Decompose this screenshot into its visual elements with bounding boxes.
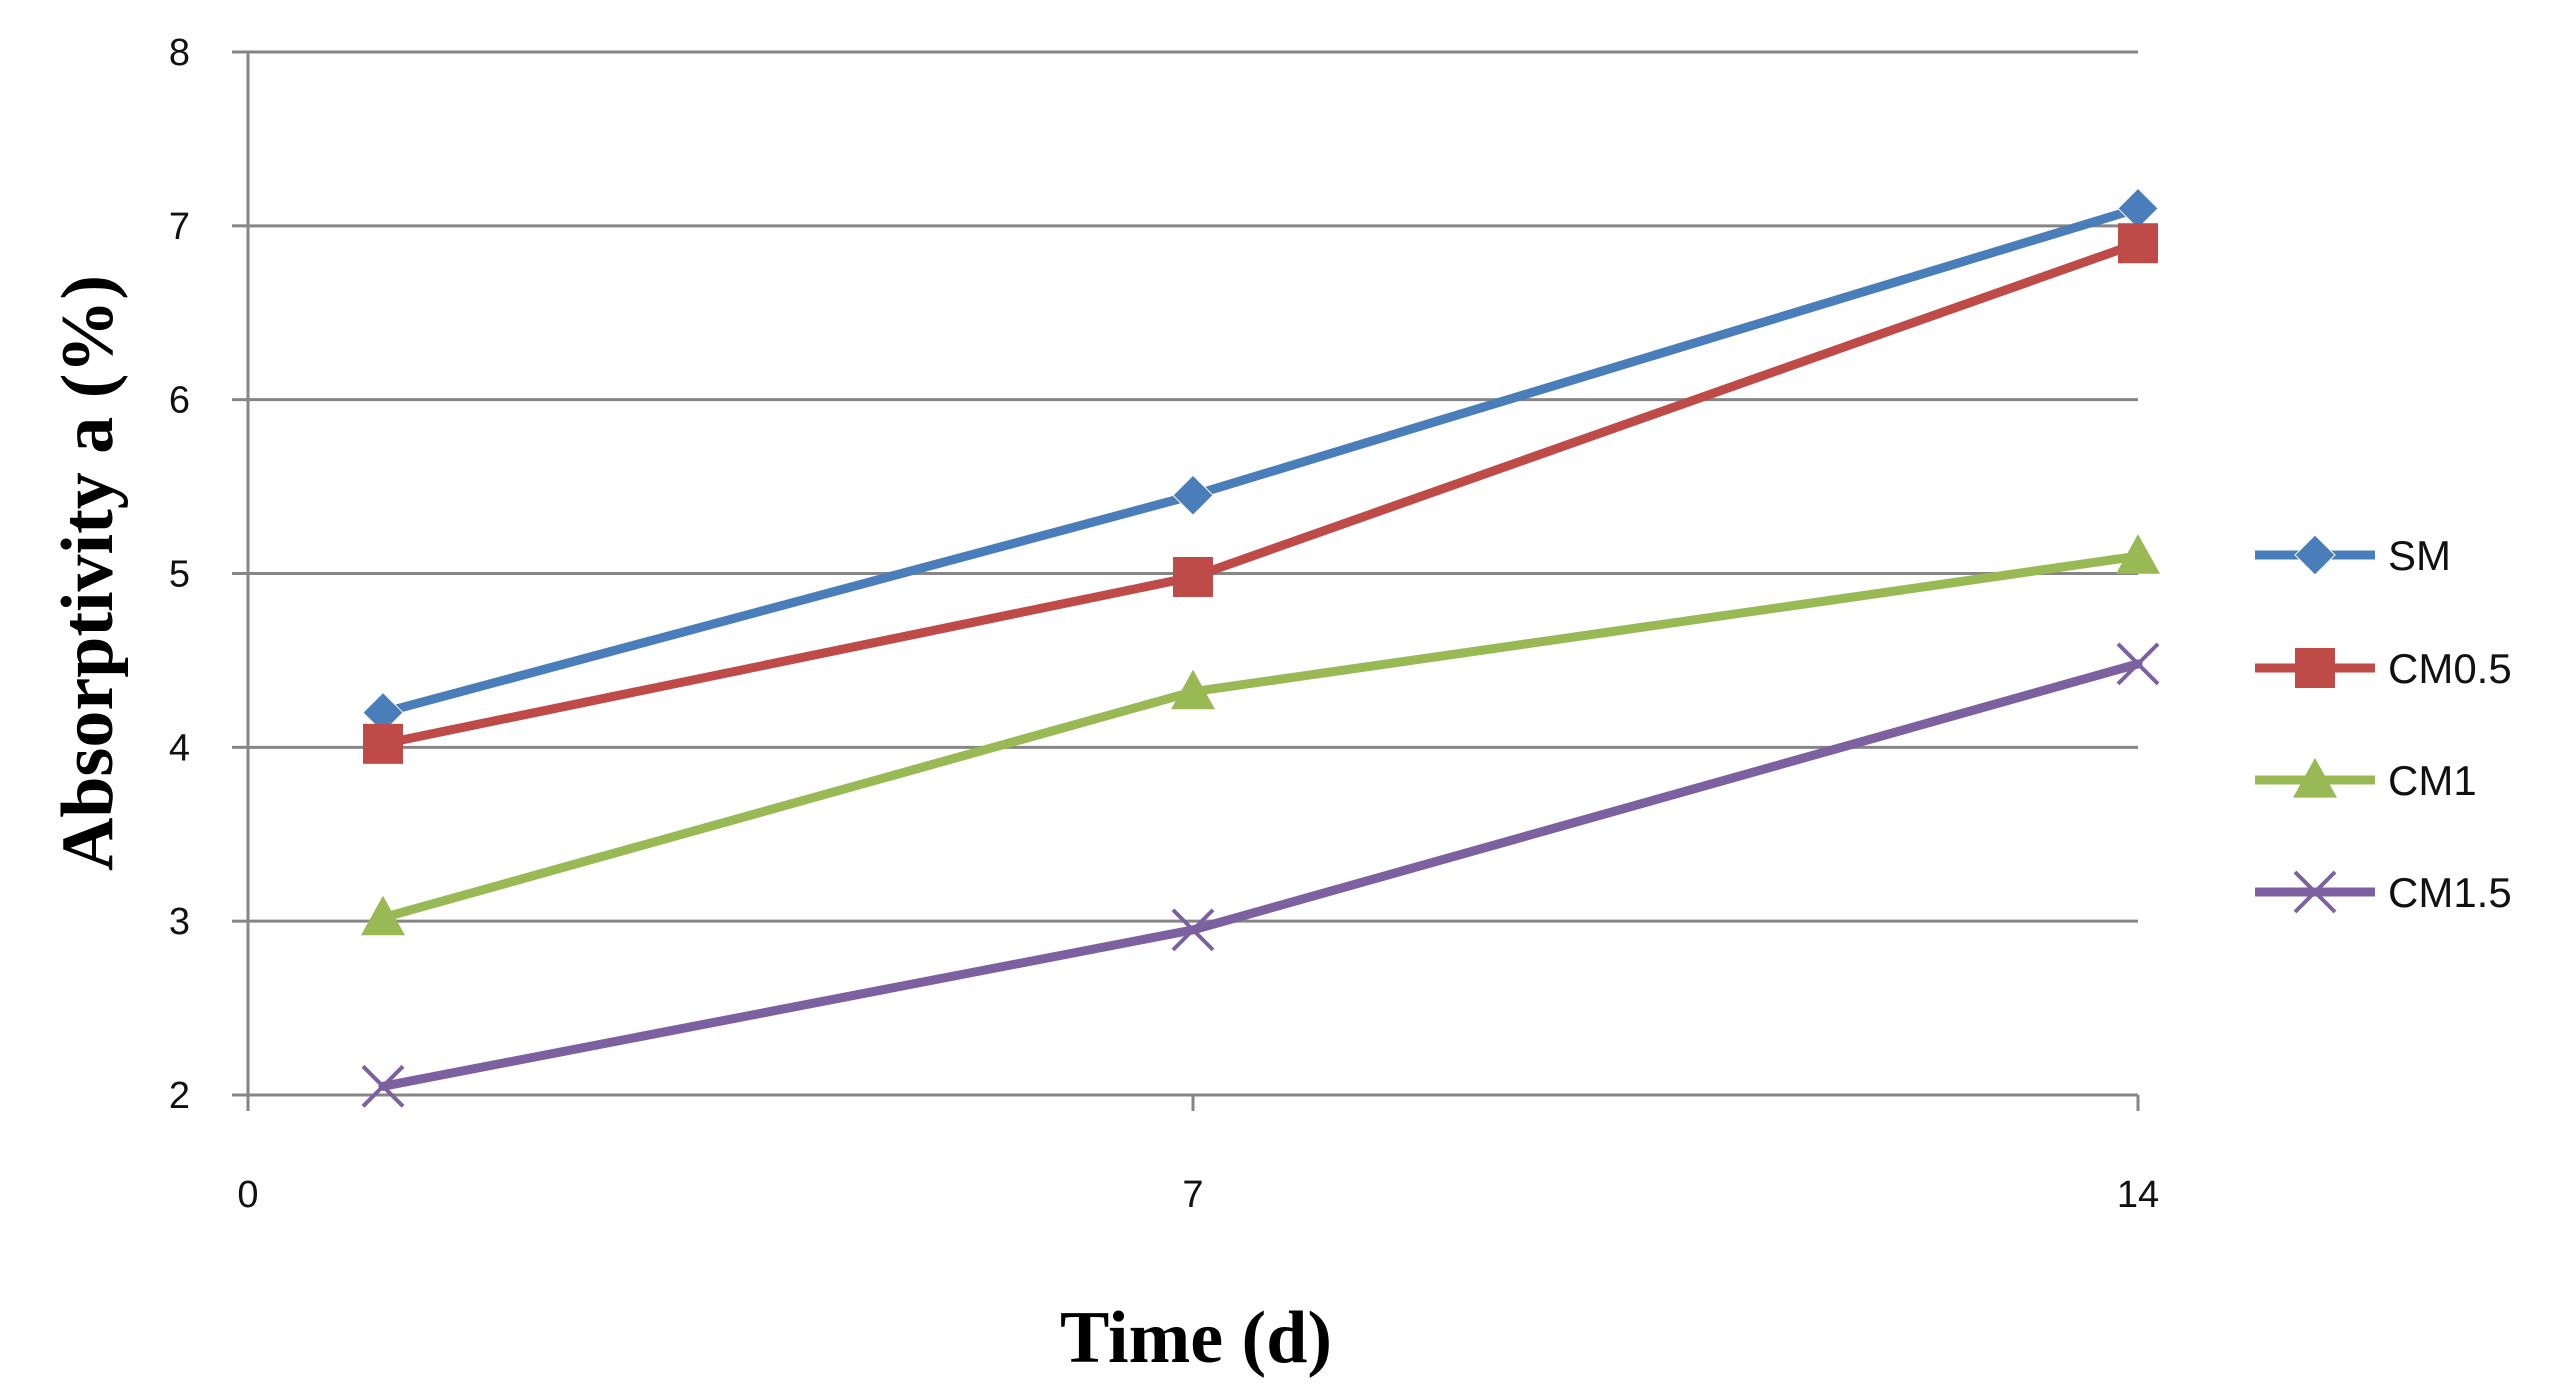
legend-marker: [2294, 534, 2336, 576]
x-axis-title: Time (d): [1060, 1297, 1332, 1379]
data-point: [2118, 223, 2158, 264]
y-tick-label: 2: [169, 1075, 190, 1117]
y-axis-title: Absorptivity a (%): [47, 275, 129, 871]
x-tick-label: 7: [1182, 1174, 1203, 1216]
legend-marker: [2295, 648, 2335, 688]
legend-marker: [2293, 870, 2337, 914]
axes: [246, 52, 2138, 1097]
legend-label: SM: [2388, 532, 2451, 579]
legend-label: CM1: [2388, 757, 2477, 804]
data-point: [361, 895, 405, 936]
legend-item: CM1.5: [2255, 869, 2512, 916]
legend-item: CM1: [2255, 757, 2477, 804]
series-cm1: [361, 534, 2160, 936]
series-layer: [361, 187, 2160, 1108]
legend: SM CM0.5 CM1 CM1.5: [2255, 532, 2512, 916]
legend-item: CM0.5: [2255, 645, 2512, 692]
y-tick-labels: 2 3 4 5 6 7 8: [169, 32, 190, 1117]
data-point: [363, 723, 403, 764]
data-point: [1171, 669, 1215, 710]
data-point: [2116, 534, 2160, 574]
x-tick-label: 0: [237, 1174, 258, 1216]
series-cm1-5: [361, 642, 2160, 1108]
legend-label: CM1.5: [2388, 869, 2512, 916]
series-line: [378, 203, 2143, 718]
y-tick-label: 3: [169, 901, 190, 943]
data-point: [361, 1064, 405, 1108]
y-tick-label: 7: [169, 206, 190, 248]
legend-marker: [2293, 758, 2337, 798]
x-tick-labels: 0 7 14: [237, 1174, 2159, 1216]
series-cm0-5: [363, 223, 2158, 764]
y-tick-label: 8: [169, 32, 190, 74]
data-point: [2116, 642, 2160, 686]
data-point: [1173, 556, 1213, 597]
legend-label: CM0.5: [2388, 645, 2512, 692]
data-point: [1172, 474, 1214, 516]
legend-item: SM: [2255, 532, 2451, 579]
x-tick-label: 14: [2117, 1174, 2159, 1216]
y-tick-label: 6: [169, 380, 190, 422]
data-point: [1171, 908, 1215, 952]
series-sm: [362, 187, 2159, 734]
series-line: [378, 659, 2143, 1091]
y-tick-label: 4: [169, 727, 190, 769]
series-line: [378, 238, 2143, 749]
data-point: [2117, 187, 2159, 230]
y-tick-label: 5: [169, 554, 190, 596]
